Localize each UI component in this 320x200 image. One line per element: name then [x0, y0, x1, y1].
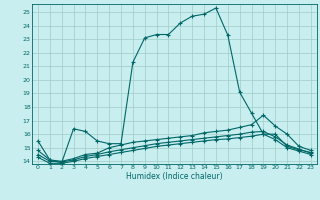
X-axis label: Humidex (Indice chaleur): Humidex (Indice chaleur) [126, 172, 223, 181]
